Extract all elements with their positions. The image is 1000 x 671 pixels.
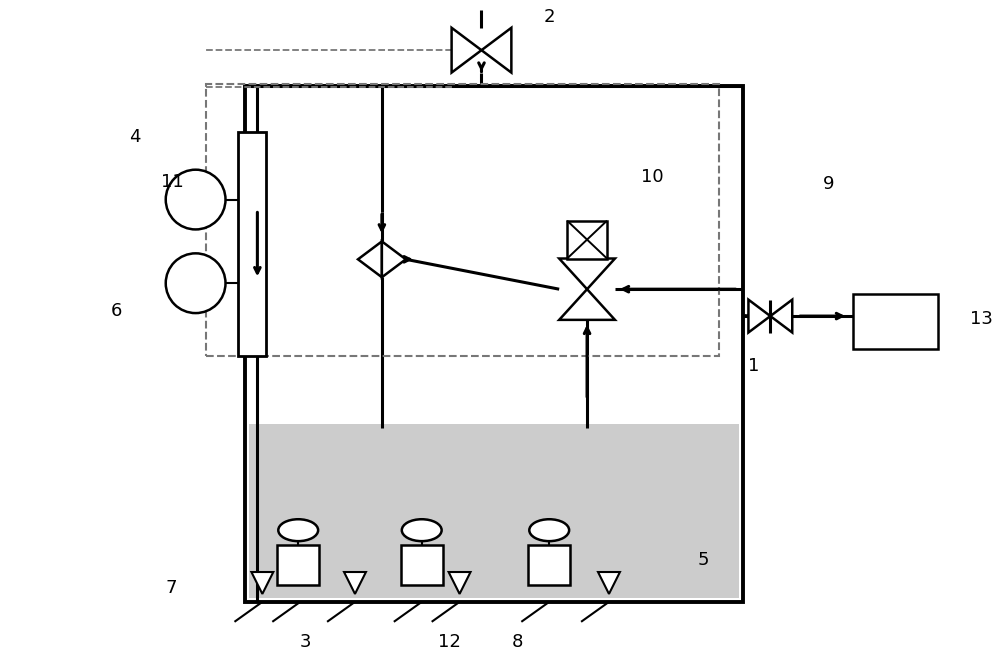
Text: 11: 11 xyxy=(161,172,184,191)
Bar xyxy=(277,545,319,585)
Polygon shape xyxy=(251,572,273,594)
Bar xyxy=(206,84,719,356)
Text: 12: 12 xyxy=(438,633,461,651)
Text: 8: 8 xyxy=(512,633,523,651)
Bar xyxy=(567,221,607,258)
Ellipse shape xyxy=(529,519,569,541)
Bar xyxy=(249,423,739,598)
Bar xyxy=(401,545,443,585)
Bar xyxy=(528,545,570,585)
Text: 2: 2 xyxy=(543,8,555,26)
Polygon shape xyxy=(452,28,481,72)
Bar xyxy=(238,132,266,356)
Polygon shape xyxy=(770,300,792,333)
Polygon shape xyxy=(481,28,511,72)
Polygon shape xyxy=(449,572,471,594)
Polygon shape xyxy=(559,258,615,289)
Ellipse shape xyxy=(278,519,318,541)
Text: 6: 6 xyxy=(111,302,122,320)
Text: 1: 1 xyxy=(748,357,759,375)
Circle shape xyxy=(166,254,225,313)
Text: 5: 5 xyxy=(698,551,709,569)
Polygon shape xyxy=(559,289,615,320)
Polygon shape xyxy=(598,572,620,594)
Text: 13: 13 xyxy=(970,310,992,328)
Text: 10: 10 xyxy=(641,168,663,186)
Polygon shape xyxy=(748,300,770,333)
Bar xyxy=(245,86,743,602)
Polygon shape xyxy=(358,242,382,277)
Ellipse shape xyxy=(402,519,442,541)
Text: 7: 7 xyxy=(166,579,177,597)
Text: 4: 4 xyxy=(129,128,140,146)
Text: 9: 9 xyxy=(823,174,835,193)
Circle shape xyxy=(166,170,225,229)
Text: 3: 3 xyxy=(299,633,311,651)
Polygon shape xyxy=(344,572,366,594)
Polygon shape xyxy=(382,242,406,277)
Bar xyxy=(853,294,938,349)
